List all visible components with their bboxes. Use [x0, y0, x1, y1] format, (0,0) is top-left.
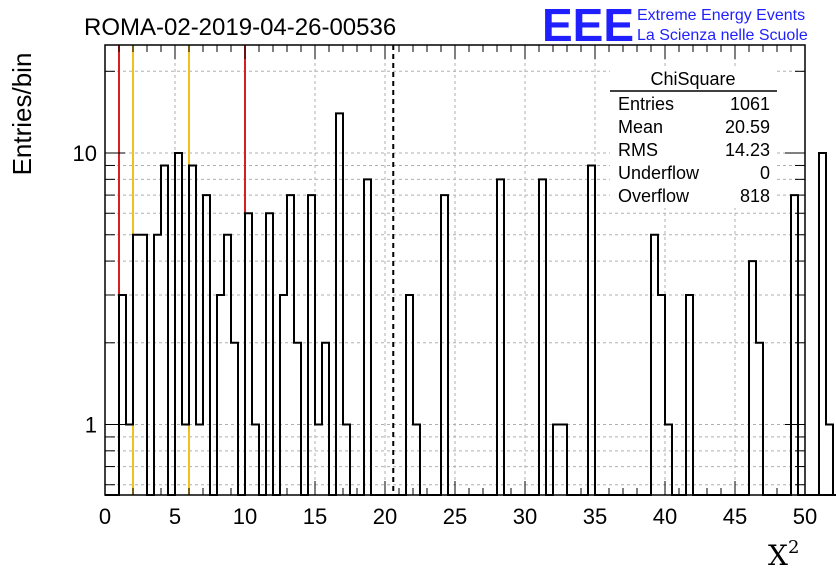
stats-label-rms: RMS	[618, 140, 658, 160]
x-tick-label: 50	[793, 504, 817, 529]
histogram-bin	[315, 425, 322, 495]
x-axis-label: X2	[768, 537, 799, 572]
histogram-bin	[224, 235, 231, 495]
histogram-bin	[413, 425, 420, 495]
histogram-bin	[560, 425, 567, 495]
stats-value-entries: 1061	[730, 94, 770, 114]
histogram-bin	[756, 343, 763, 495]
stats-label-mean: Mean	[618, 117, 663, 137]
histogram-bin	[203, 195, 210, 495]
histogram-bin	[252, 425, 259, 495]
histogram-bin	[231, 343, 238, 495]
histogram-bin	[308, 195, 315, 495]
histogram-bin	[441, 195, 448, 495]
histogram-bin	[665, 425, 672, 495]
histogram-bin	[245, 213, 252, 495]
x-axis-label-superscript: 2	[788, 537, 799, 558]
x-axis-label-base: X	[768, 539, 788, 572]
histogram-bin	[154, 235, 161, 495]
x-tick-label: 5	[169, 504, 181, 529]
y-axis-label: Entries/bin	[7, 53, 37, 176]
histogram-bin	[189, 165, 196, 495]
stats-value-underflow: 0	[760, 163, 770, 183]
stats-box: ChiSquare Entries 1061 Mean 20.59 RMS 14…	[610, 68, 777, 208]
histogram-bin	[686, 295, 693, 495]
x-tick-label: 0	[99, 504, 111, 529]
stats-value-rms: 14.23	[725, 140, 770, 160]
stats-value-overflow: 818	[740, 186, 770, 206]
histogram-bin	[553, 425, 560, 495]
histogram-bin	[217, 295, 224, 495]
logo-line1: Extreme Energy Events	[637, 7, 805, 24]
histogram-bin	[182, 425, 189, 495]
stats-label-entries: Entries	[618, 94, 674, 114]
histogram-bin	[126, 425, 133, 495]
histogram-bin	[791, 195, 798, 495]
x-tick-label: 30	[513, 504, 537, 529]
histogram-bin	[140, 235, 147, 495]
logo-line2: La Scienza nelle Scuole	[637, 27, 808, 44]
stats-value-mean: 20.59	[725, 117, 770, 137]
histogram-bin	[336, 113, 343, 495]
histogram-bin	[266, 213, 273, 495]
histogram-bin	[322, 343, 329, 495]
histogram-bin	[287, 195, 294, 495]
histogram-bin	[133, 235, 140, 495]
x-tick-label: 45	[723, 504, 747, 529]
histogram-bin	[175, 153, 182, 495]
histogram-bin	[364, 179, 371, 495]
y-tick-label: 10	[73, 141, 97, 166]
stats-name: ChiSquare	[650, 69, 735, 89]
x-tick-label: 35	[583, 504, 607, 529]
histogram-bin	[658, 295, 665, 495]
stats-label-underflow: Underflow	[618, 163, 700, 183]
histogram-bin	[749, 261, 756, 495]
histogram-bin	[294, 343, 301, 495]
histogram-bin	[539, 179, 546, 495]
chart-title: ROMA-02-2019-04-26-00536	[84, 14, 396, 41]
histogram-bin	[196, 425, 203, 495]
histogram-bin	[280, 295, 287, 495]
histogram-bin	[651, 235, 658, 495]
axes: 0 5 10 15 20 25 30 35 40 45 50 1 10	[73, 44, 817, 529]
histogram-bin	[406, 295, 413, 495]
histogram-bin	[343, 425, 350, 495]
histogram-bin	[588, 165, 595, 495]
stats-label-overflow: Overflow	[618, 186, 690, 206]
histogram-bin	[119, 295, 126, 495]
histogram-bin	[161, 165, 168, 495]
histogram-bin	[819, 153, 826, 495]
histogram-bin	[826, 425, 833, 495]
x-tick-label: 15	[303, 504, 327, 529]
x-tick-label: 40	[653, 504, 677, 529]
x-tick-label: 10	[233, 504, 257, 529]
x-tick-label: 25	[443, 504, 467, 529]
histogram-bin	[497, 179, 504, 495]
x-tick-label: 20	[373, 504, 397, 529]
logo-acronym: EEE	[542, 0, 634, 51]
y-tick-label: 1	[85, 413, 97, 438]
